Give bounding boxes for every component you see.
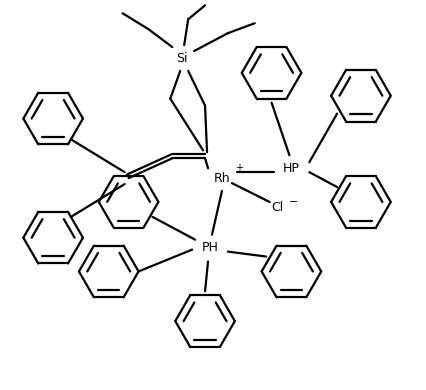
- Text: Rh: Rh: [213, 172, 230, 184]
- Text: −: −: [289, 197, 298, 207]
- Text: HP: HP: [283, 162, 300, 175]
- Text: Si: Si: [176, 53, 188, 66]
- Text: PH: PH: [201, 241, 219, 254]
- Text: +: +: [235, 163, 243, 173]
- Text: Cl: Cl: [272, 201, 284, 215]
